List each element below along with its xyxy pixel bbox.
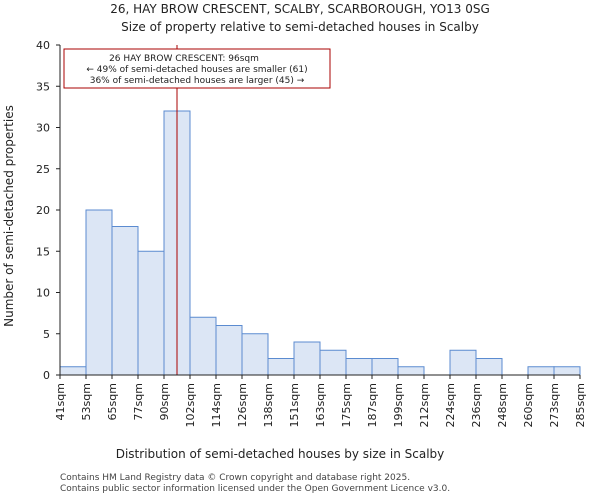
bar-114sqm — [215, 325, 243, 376]
bar-163sqm — [319, 349, 347, 376]
chart-subtitle: Size of property relative to semi-detach… — [121, 20, 479, 34]
x-tick-label: 126sqm — [236, 383, 249, 427]
y-tick-label: 20 — [36, 204, 50, 217]
x-tick-label: 163sqm — [314, 383, 327, 427]
x-tick-label: 248sqm — [496, 383, 509, 427]
x-tick-label: 41sqm — [54, 383, 67, 420]
footer-line-1: Contains HM Land Registry data © Crown c… — [60, 473, 411, 483]
x-axis-label: Distribution of semi-detached houses by … — [116, 447, 445, 461]
bar-102sqm — [189, 316, 217, 376]
bar-273sqm — [553, 366, 581, 376]
x-tick-label: 77sqm — [132, 383, 145, 420]
chart-title: 26, HAY BROW CRESCENT, SCALBY, SCARBOROU… — [110, 2, 490, 16]
annotation-line-3: 36% of semi-detached houses are larger (… — [90, 76, 305, 86]
x-ticks-group: 41sqm 53sqm 65sqm 77sqm 90sqm 102sqm 114sqm 126… — [54, 375, 587, 427]
x-tick-label: 285sqm — [574, 383, 587, 427]
footer-line-2: Contains public sector information licen… — [60, 484, 451, 494]
y-ticks-group: 0 5 10 15 20 25 30 35 40 — [36, 39, 60, 382]
bar-77sqm — [137, 250, 165, 376]
bar-260sqm — [527, 366, 555, 376]
y-tick-label: 25 — [36, 163, 50, 176]
annotation-line-1: 26 HAY BROW CRESCENT: 96sqm — [109, 54, 259, 64]
annotation-box-border — [63, 48, 331, 89]
x-tick-label: 53sqm — [80, 383, 93, 420]
bar-199sqm — [397, 366, 425, 376]
y-tick-label: 0 — [43, 369, 50, 382]
bar-187sqm — [371, 358, 399, 376]
x-tick-label: 236sqm — [470, 383, 483, 427]
bar-65sqm — [111, 226, 139, 376]
bar-41sqm — [59, 366, 87, 376]
x-tick-label: 199sqm — [392, 383, 405, 427]
y-tick-label: 10 — [36, 287, 50, 300]
y-tick-label: 15 — [36, 245, 50, 258]
annotation-box: 26 HAY BROW CRESCENT: 96sqm ← 49% of sem… — [63, 48, 331, 89]
y-tick-label: 40 — [36, 39, 50, 52]
bars-group — [59, 110, 581, 376]
x-tick-label: 224sqm — [444, 383, 457, 427]
x-tick-label: 138sqm — [262, 383, 275, 427]
y-tick-label: 35 — [36, 80, 50, 93]
x-tick-label: 175sqm — [340, 383, 353, 427]
y-tick-label: 30 — [36, 122, 50, 135]
annotation-line-2: ← 49% of semi-detached houses are smalle… — [86, 65, 307, 75]
x-tick-label: 260sqm — [522, 383, 535, 427]
x-tick-label: 90sqm — [158, 383, 171, 420]
x-tick-label: 151sqm — [288, 383, 301, 427]
x-tick-label: 65sqm — [106, 383, 119, 420]
bar-175sqm — [345, 358, 373, 376]
x-tick-label: 273sqm — [548, 383, 561, 427]
x-tick-label: 114sqm — [210, 383, 223, 427]
bar-138sqm — [267, 358, 295, 376]
x-tick-label: 102sqm — [184, 383, 197, 427]
y-axis-label: Number of semi-detached properties — [2, 105, 16, 327]
bar-236sqm — [475, 358, 503, 376]
y-tick-label: 5 — [43, 328, 50, 341]
x-tick-label: 187sqm — [366, 383, 379, 427]
bar-224sqm — [449, 349, 477, 376]
bar-126sqm — [241, 333, 269, 376]
x-tick-label: 212sqm — [418, 383, 431, 427]
bar-53sqm — [85, 209, 113, 376]
bar-151sqm — [293, 341, 321, 376]
